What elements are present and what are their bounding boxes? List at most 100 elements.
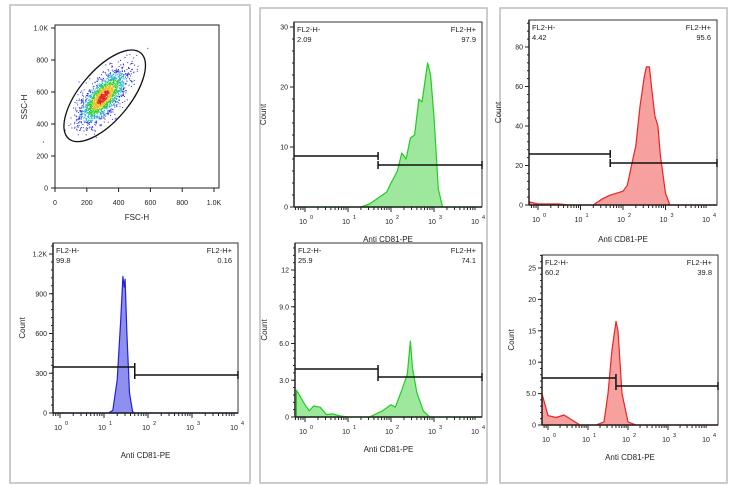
scatter-point [92,120,94,122]
scatter-point [107,99,109,101]
scatter-point [106,113,108,114]
scatter-point [95,111,97,112]
scatter-point [98,102,100,104]
scatter-point [103,115,105,117]
scatter-point [99,97,100,99]
scatter-point [121,91,123,93]
scatter-point [90,105,92,106]
y-axis-label: Count [18,317,27,339]
scatter-point [94,122,96,124]
scatter-point [85,117,87,119]
scatter-point [108,92,110,94]
scatter-point [127,62,129,64]
x-tick-label: 10 [702,437,710,444]
y-tick-label: 400 [36,122,48,129]
scatter-point [113,99,115,101]
scatter-point [113,95,115,97]
scatter-point [93,91,95,93]
scatter-point [112,99,114,101]
scatter-point [98,108,100,110]
scatter-point [95,92,96,94]
scatter-point [130,75,131,77]
scatter-point [101,109,103,111]
scatter-point [121,90,123,92]
scatter-point [97,113,99,115]
scatter-point [89,90,91,92]
scatter-point [80,127,82,129]
scatter-point [94,102,96,104]
scatter-point [83,130,85,132]
gate-positive-value: 95.6 [696,33,711,42]
y-tick-label: 1.0K [34,26,49,33]
scatter-point [89,100,91,102]
scatter-point [81,122,83,124]
scatter-point [92,112,94,114]
scatter-point [98,115,100,117]
scatter-point [101,110,102,112]
scatter-point [95,115,97,117]
scatter-point [70,117,72,119]
x-tick-label: 10 [54,425,62,432]
scatter-point [91,128,92,130]
scatter-point [111,65,113,67]
scatter-point [109,89,111,91]
scatter-point [80,111,82,113]
scatter-point [88,107,90,109]
scatter-point [94,104,96,106]
scatter-point [71,127,73,129]
scatter-point [110,89,112,91]
scatter-point [96,87,98,89]
scatter-point [96,99,98,100]
scatter-point [104,87,106,89]
scatter-point [101,84,102,86]
x-tick-exponent: 1 [109,421,112,427]
y-tick-label: 30 [280,25,288,32]
scatter-point [96,101,98,103]
scatter-point [86,118,88,120]
scatter-point [77,94,79,96]
gate-positive-label: FL2-H+ [451,246,477,255]
scatter-point [103,96,105,98]
scatter-point [128,67,130,69]
scatter-point [110,83,112,84]
x-tick-exponent: 0 [310,425,313,431]
scatter-point [96,107,98,109]
scatter-point [96,88,98,90]
scatter-point [96,80,98,82]
scatter-point [91,102,93,104]
scatter-point [114,82,116,84]
scatter-point [121,76,123,78]
scatter-point [105,103,107,105]
scatter-point [74,101,76,103]
scatter-point [96,102,98,104]
scatter-point [94,95,96,97]
scatter-point [136,68,138,70]
scatter-point [92,114,94,116]
scatter-point [112,80,114,82]
scatter-point [118,76,120,78]
scatter-point [90,97,92,99]
scatter-point [115,85,117,87]
scatter-point [75,109,77,111]
scatter-point [120,59,121,61]
scatter-point [114,92,116,94]
y-tick-label: 200 [36,154,48,161]
scatter-point [116,84,118,86]
scatter-point [82,98,84,100]
scatter-point [90,103,91,105]
scatter-point [122,74,124,76]
scatter-point [119,80,121,82]
scatter-point [86,127,88,129]
scatter-point [102,87,104,89]
x-tick-exponent: 3 [439,425,442,431]
x-tick-label: 10 [575,217,583,224]
scatter-point [102,90,104,92]
scatter-point [107,69,109,70]
scatter-point [112,76,114,78]
scatter-point [103,85,105,87]
scatter-point [84,110,86,112]
scatter-point [91,126,93,128]
scatter-point [78,100,80,102]
scatter-point [109,106,111,108]
